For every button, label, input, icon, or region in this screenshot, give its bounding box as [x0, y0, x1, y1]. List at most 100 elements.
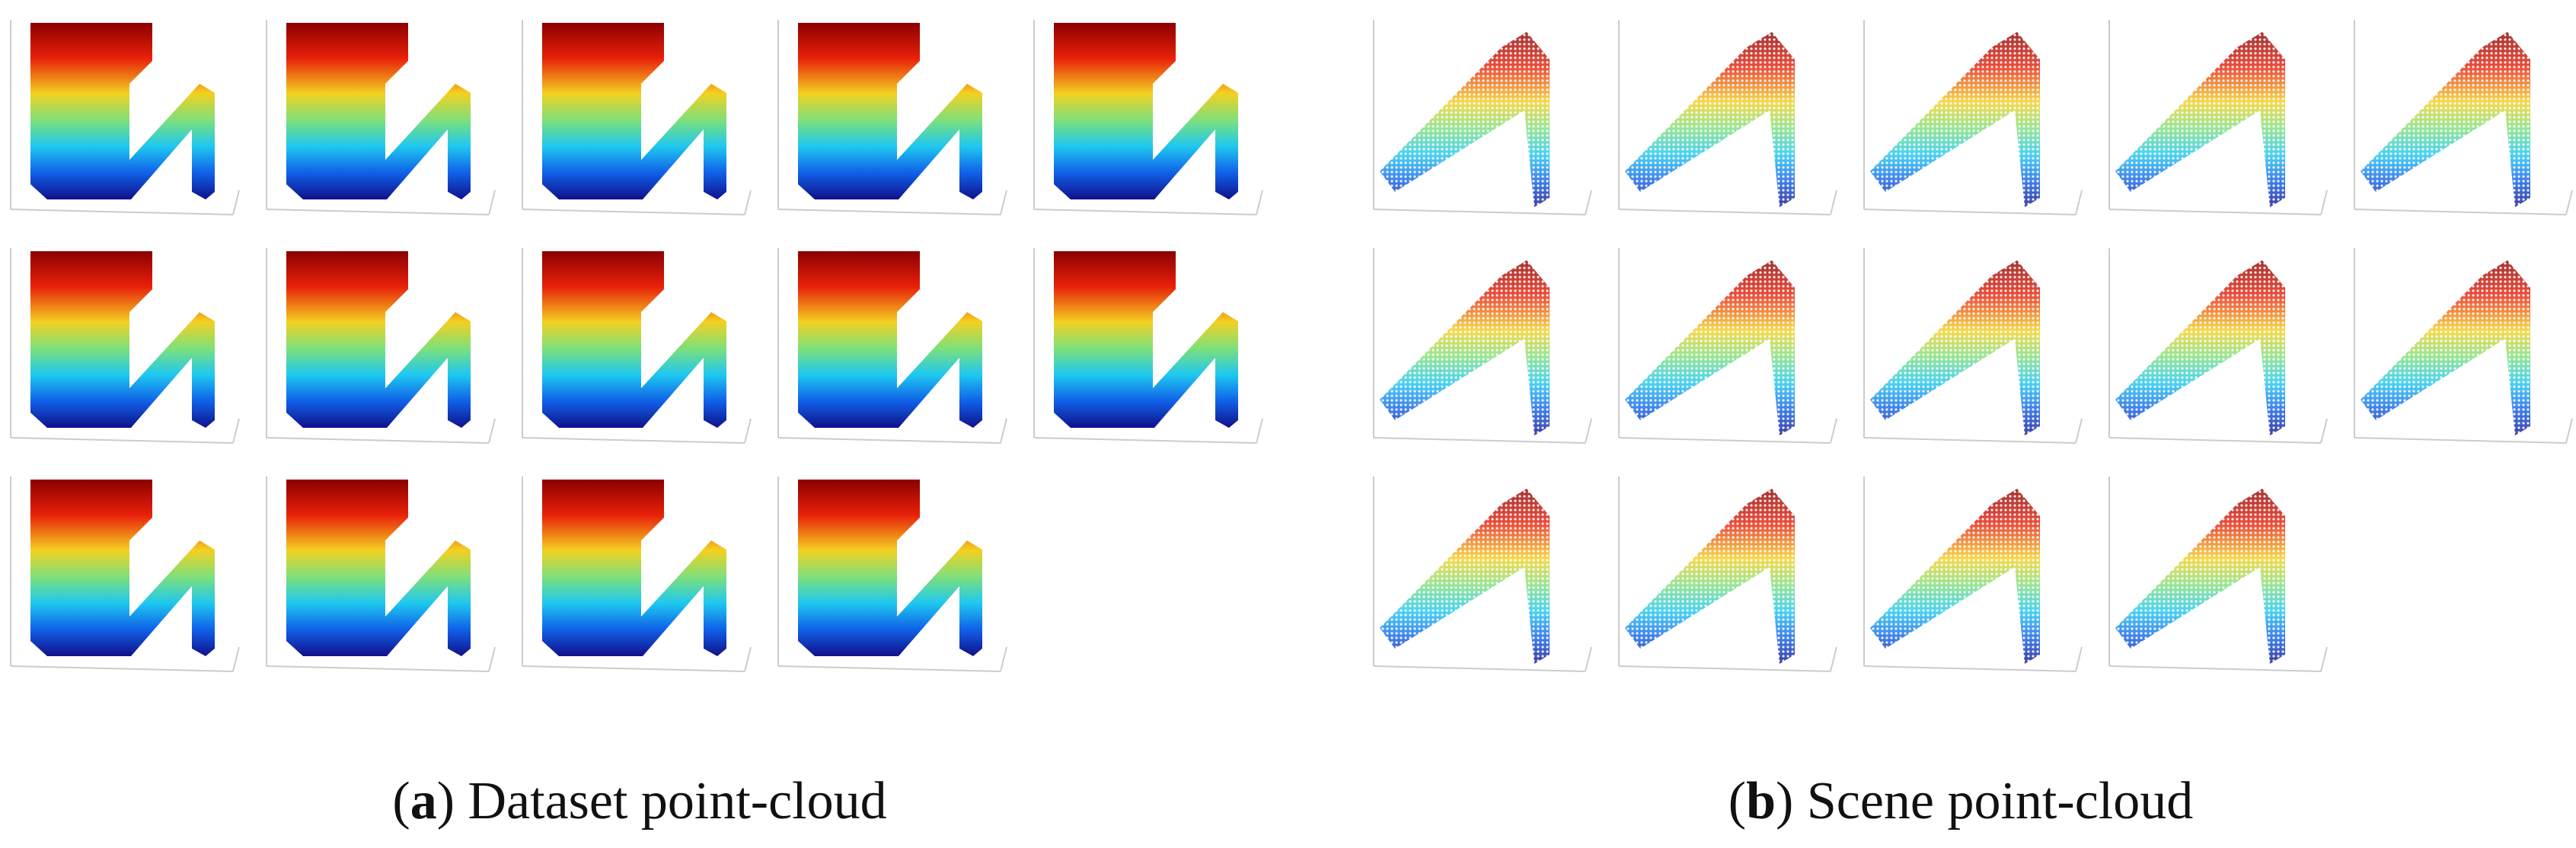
- thumbnail: [1033, 20, 1263, 215]
- point-cloud: [1625, 260, 1795, 435]
- axis: [2075, 190, 2083, 215]
- axis: [1256, 418, 1263, 444]
- axis: [2075, 418, 2083, 444]
- point-cloud: [1625, 489, 1795, 664]
- thumbnail: [1373, 248, 1592, 444]
- thumbnail: [777, 20, 1007, 215]
- thumbnail: [1033, 248, 1263, 444]
- axis: [1373, 665, 1586, 672]
- thumbnail: [1373, 20, 1592, 215]
- point-cloud: [2115, 32, 2285, 207]
- point-cloud: [542, 480, 726, 656]
- point-cloud: [798, 480, 982, 656]
- point-cloud: [542, 23, 726, 199]
- thumbnail: [2108, 477, 2328, 672]
- thumbnail: [10, 20, 240, 215]
- point-cloud: [1054, 251, 1238, 428]
- axis: [1033, 209, 1257, 215]
- axis: [522, 437, 745, 444]
- thumbnail: [266, 477, 496, 672]
- point-cloud: [1625, 32, 1795, 207]
- axis: [2108, 665, 2322, 672]
- point-cloud: [2115, 260, 2285, 435]
- axis: [744, 190, 752, 215]
- axis: [2565, 190, 2573, 215]
- axis: [2108, 437, 2322, 444]
- thumbnail: [1618, 20, 1837, 215]
- thumbnail: [1373, 477, 1592, 672]
- point-cloud: [1870, 489, 2040, 664]
- point-cloud: [798, 23, 982, 199]
- axis: [1000, 418, 1007, 444]
- axis: [1373, 437, 1586, 444]
- axis: [2320, 646, 2328, 672]
- thumbnail: [522, 477, 752, 672]
- thumbnail: [777, 477, 1007, 672]
- point-cloud: [798, 251, 982, 428]
- axis: [522, 665, 745, 672]
- caption-open: (: [1729, 772, 1746, 830]
- axis: [2108, 209, 2322, 215]
- axis: [1373, 209, 1586, 215]
- axis: [488, 646, 496, 672]
- thumbnail: [266, 20, 496, 215]
- point-cloud: [1380, 489, 1550, 664]
- axis: [2565, 418, 2573, 444]
- axis: [1863, 437, 2076, 444]
- axis: [1618, 209, 1831, 215]
- axis: [232, 418, 240, 444]
- axis: [1830, 190, 1837, 215]
- axis: [2354, 209, 2567, 215]
- thumbnail: [1618, 477, 1837, 672]
- thumbnail: [2108, 20, 2328, 215]
- thumbnail: [10, 248, 240, 444]
- point-cloud: [1054, 23, 1238, 199]
- thumbnail: [2354, 20, 2573, 215]
- caption-label: b: [1746, 772, 1776, 830]
- axis: [2320, 190, 2328, 215]
- thumbnail: [1863, 20, 2083, 215]
- thumbnail: [266, 248, 496, 444]
- caption-text: ) Dataset point-cloud: [437, 772, 887, 830]
- caption-label: a: [410, 772, 437, 830]
- point-cloud: [542, 251, 726, 428]
- axis: [488, 418, 496, 444]
- point-cloud: [30, 23, 215, 199]
- axis: [10, 209, 234, 215]
- point-cloud: [2115, 489, 2285, 664]
- axis: [266, 209, 490, 215]
- point-cloud: [30, 251, 215, 428]
- axis: [1863, 665, 2076, 672]
- axis: [1830, 418, 1837, 444]
- axis: [1618, 437, 1831, 444]
- axis: [232, 646, 240, 672]
- point-cloud: [1870, 32, 2040, 207]
- axis: [1033, 437, 1257, 444]
- axis: [1863, 209, 2076, 215]
- thumbnail: [1863, 248, 2083, 444]
- point-cloud: [286, 251, 471, 428]
- axis: [744, 646, 752, 672]
- axis: [522, 209, 745, 215]
- point-cloud: [286, 23, 471, 199]
- axis: [10, 437, 234, 444]
- thumbnail: [1863, 477, 2083, 672]
- point-cloud: [30, 480, 215, 656]
- axis: [1618, 665, 1831, 672]
- axis: [1000, 646, 1007, 672]
- axis: [1585, 418, 1592, 444]
- axis: [488, 190, 496, 215]
- point-cloud: [286, 480, 471, 656]
- caption-b: (b) Scene point-cloud: [1729, 772, 2193, 830]
- point-cloud: [2361, 260, 2530, 435]
- thumbnail: [777, 248, 1007, 444]
- point-cloud: [1380, 260, 1550, 435]
- axis: [1585, 190, 1592, 215]
- axis: [777, 437, 1001, 444]
- axis: [1000, 190, 1007, 215]
- caption-open: (: [392, 772, 410, 830]
- thumbnail: [522, 248, 752, 444]
- axis: [777, 665, 1001, 672]
